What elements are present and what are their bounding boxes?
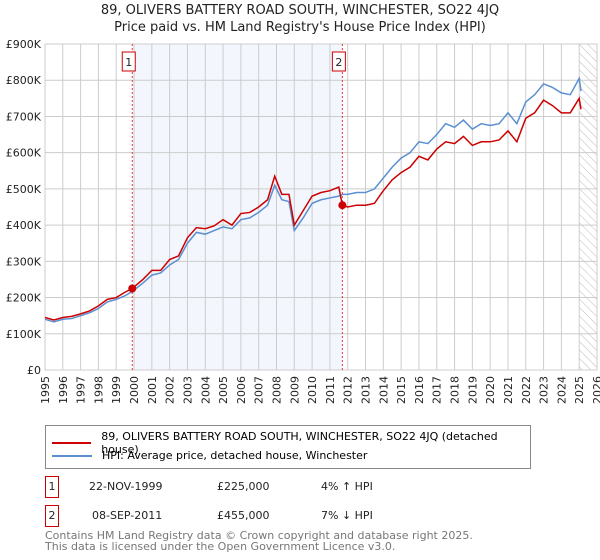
transaction-date: 22-NOV-1999 xyxy=(89,480,163,493)
plot-border xyxy=(44,43,598,371)
y-tick-label: £100K xyxy=(6,328,42,341)
x-tick-label: 2026 xyxy=(591,376,600,404)
x-tick-label: 1998 xyxy=(92,376,105,404)
y-tick-label: £0 xyxy=(27,364,41,377)
y-tick-label: £500K xyxy=(6,183,42,196)
y-tick-label: £700K xyxy=(6,110,42,123)
footer-line1: Contains HM Land Registry data © Crown c… xyxy=(45,529,473,542)
chart-title: 89, OLIVERS BATTERY ROAD SOUTH, WINCHEST… xyxy=(100,3,500,18)
y-tick-label: £900K xyxy=(6,38,42,51)
x-tick-label: 2001 xyxy=(146,376,159,404)
transaction-price: £225,000 xyxy=(217,480,270,493)
x-tick-label: 2003 xyxy=(181,376,194,404)
legend-swatch-red xyxy=(52,442,92,444)
future-hatch xyxy=(579,44,597,370)
x-tick-label: 2016 xyxy=(413,376,426,404)
transaction-marker-label: 1 xyxy=(125,56,132,69)
x-tick-label: 2017 xyxy=(431,376,444,404)
x-tick-label: 2009 xyxy=(288,376,301,404)
transaction-badge: 1 xyxy=(45,476,59,498)
x-tick-label: 2008 xyxy=(270,376,283,404)
y-tick-label: £800K xyxy=(6,74,42,87)
x-tick-label: 2018 xyxy=(449,376,462,404)
transaction-marker-box xyxy=(331,51,346,72)
x-tick-label: 2007 xyxy=(253,376,266,404)
transaction-hpi: 7% ↓ HPI xyxy=(321,509,373,522)
series-line-hpi xyxy=(44,76,582,323)
legend: 89, OLIVERS BATTERY ROAD SOUTH, WINCHEST… xyxy=(45,425,531,469)
x-tick-label: 1999 xyxy=(110,376,123,404)
transaction-row: 1 22-NOV-1999 £225,000 4% ↑ HPI xyxy=(45,476,565,500)
transaction-marker-box xyxy=(121,51,136,72)
x-tick-label: 2022 xyxy=(520,376,533,404)
x-tick-label: 2013 xyxy=(360,376,373,404)
series-line-property xyxy=(44,96,582,321)
x-tick-label: 2002 xyxy=(164,376,177,404)
legend-label-hpi: HPI: Average price, detached house, Winc… xyxy=(102,449,368,462)
x-tick-label: 2025 xyxy=(573,376,586,404)
legend-label-property: 89, OLIVERS BATTERY ROAD SOUTH, WINCHEST… xyxy=(101,430,498,456)
x-tick-label: 2004 xyxy=(199,376,212,404)
x-tick-label: 2005 xyxy=(217,376,230,404)
footer: Contains HM Land Registry data © Crown c… xyxy=(45,530,473,552)
x-tick-label: 2024 xyxy=(555,376,568,404)
plot-area: 1995 1996 1997 1998 1999 2000 2001 2002 2003 2004… xyxy=(6,38,600,404)
y-tick-label: £300K xyxy=(6,255,42,268)
x-tick-label: 2020 xyxy=(484,376,497,404)
y-tick-label: £400K xyxy=(6,219,42,232)
x-tick-label: 1997 xyxy=(75,376,88,404)
x-tick-label: 1996 xyxy=(57,376,70,404)
x-tick-label: 2015 xyxy=(395,376,408,404)
transaction-price: £455,000 xyxy=(217,509,270,522)
transaction-row: 2 08-SEP-2011 £455,000 7% ↓ HPI xyxy=(45,505,565,529)
transaction-hpi: 4% ↑ HPI xyxy=(321,480,373,493)
x-tick-label: 2012 xyxy=(342,376,355,404)
footer-line2: This data is licensed under the Open Gov… xyxy=(45,540,396,553)
x-tick-label: 2010 xyxy=(306,376,319,404)
transaction-date: 08-SEP-2011 xyxy=(92,509,163,522)
x-tick-label: 2011 xyxy=(324,376,337,404)
x-tick-label: 2019 xyxy=(466,376,479,404)
transaction-badge: 2 xyxy=(45,505,59,527)
transaction-point xyxy=(338,201,347,210)
y-tick-label: £200K xyxy=(6,292,42,305)
x-tick-label: 2006 xyxy=(235,376,248,404)
transaction-marker-label: 2 xyxy=(335,56,342,69)
x-tick-label: 1995 xyxy=(39,376,52,404)
x-tick-label: 2023 xyxy=(538,376,551,404)
x-tick-label: 2021 xyxy=(502,376,515,404)
shaded-period xyxy=(132,44,343,370)
y-tick-label: £600K xyxy=(6,147,42,160)
x-tick-label: 2000 xyxy=(128,376,141,404)
transaction-point xyxy=(128,284,137,293)
legend-swatch-blue xyxy=(52,454,92,457)
x-tick-label: 2014 xyxy=(377,376,390,404)
chart-subtitle: Price paid vs. HM Land Registry's House … xyxy=(114,20,486,35)
